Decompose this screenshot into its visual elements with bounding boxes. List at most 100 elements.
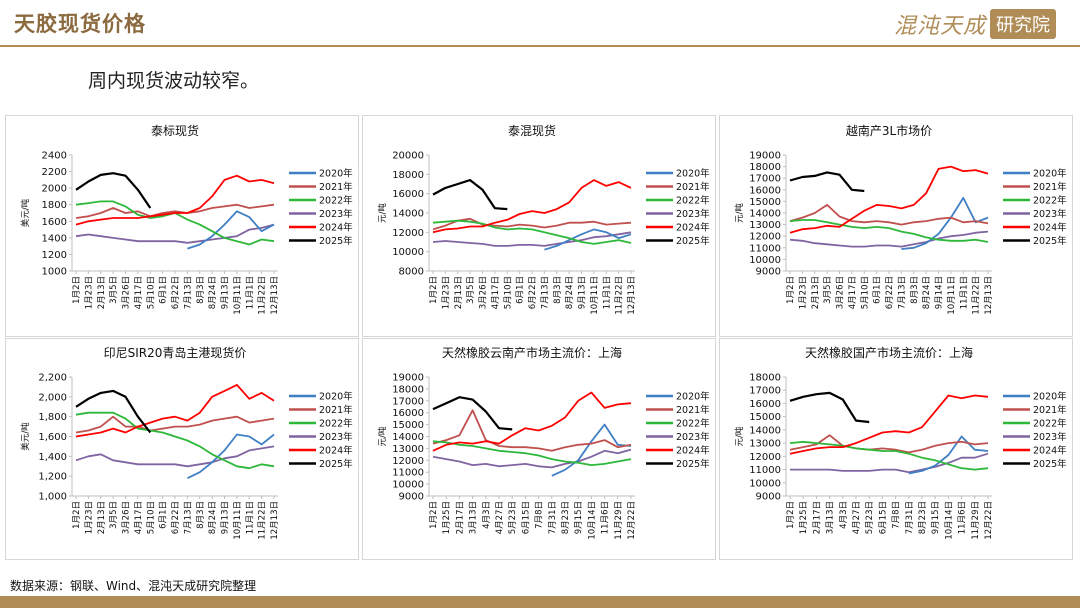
y-tick-label: 2000 — [42, 184, 67, 195]
x-tick-label: 7月31日 — [905, 501, 915, 534]
legend-label-2024: 2024年 — [676, 222, 710, 234]
x-tick-label: 4月3日 — [482, 501, 492, 529]
x-tick-label: 9月14日 — [935, 276, 945, 309]
y-tick-label: 15000 — [749, 412, 781, 423]
x-tick-label: 10月11日 — [233, 501, 243, 540]
footer-bar — [0, 596, 1080, 608]
legend-label-2025: 2025年 — [319, 235, 353, 247]
legend-label-2021: 2021年 — [1033, 404, 1067, 416]
series-line-2020 — [544, 228, 632, 251]
chart-panel-2: 泰混现货 元/吨 8000 10000 12000 14000 16000 18000 2000… — [362, 115, 716, 337]
y-tick-label: 10000 — [392, 247, 424, 258]
title-divider — [0, 45, 1080, 47]
legend-label-2020: 2020年 — [676, 391, 710, 403]
x-tick-label: 8月24日 — [208, 501, 218, 534]
x-tick-label: 6月1日 — [873, 276, 883, 304]
y-tick-label: 12000 — [749, 232, 781, 243]
x-tick-label: 11月1日 — [959, 276, 969, 309]
chart-svg-6: 天然橡胶国产市场主流价：上海元/吨 9000 10000 11000 12000 1300… — [734, 345, 1067, 540]
logo-script-text: 混沌天成 — [893, 14, 986, 39]
series-line-2025 — [789, 391, 870, 424]
x-tick-label: 6月22日 — [171, 276, 181, 309]
y-tick-label: 20000 — [392, 151, 424, 162]
x-tick-label: 11月29日 — [614, 501, 624, 540]
series-line-2024 — [432, 179, 632, 234]
legend-label-2022: 2022年 — [319, 195, 353, 207]
x-tick-label: 1月2日 — [786, 276, 796, 304]
y-tick-label: 12000 — [749, 452, 781, 463]
series-line-2023 — [432, 231, 632, 247]
series-line-2025 — [432, 396, 513, 431]
series-line-2022 — [432, 440, 632, 466]
y-tick-label: 16000 — [749, 185, 781, 196]
x-tick-label: 1月2日 — [429, 276, 439, 304]
series-line-2025 — [789, 171, 865, 193]
y-tick-label: 16000 — [749, 399, 781, 410]
x-tick-label: 2月17日 — [455, 501, 465, 534]
chart-title: 泰混现货 — [508, 123, 556, 138]
legend-label-2023: 2023年 — [319, 431, 353, 443]
x-tick-label: 6月1日 — [159, 501, 169, 529]
y-tick-label: 18000 — [749, 162, 781, 173]
series-line-2022 — [432, 219, 632, 245]
x-tick-label: 7月8日 — [535, 501, 545, 529]
x-tick-label: 1月2日 — [429, 501, 439, 529]
x-tick-label: 3月5日 — [823, 276, 833, 304]
x-tick-label: 1月23日 — [84, 276, 94, 309]
legend-label-2021: 2021年 — [1033, 181, 1067, 193]
legend-label-2020: 2020年 — [676, 168, 710, 180]
y-axis-label: 元/吨 — [734, 426, 745, 446]
y-tick-label: 11000 — [749, 243, 781, 254]
series-line-2023 — [790, 452, 989, 474]
chart-svg-5: 天然橡胶云南产市场主流价：上海元/吨 9000100001100012000130… — [377, 345, 710, 540]
y-axis-label: 美元/吨 — [20, 422, 31, 451]
x-tick-label: 10月11日 — [590, 276, 600, 315]
x-tick-label: 3月5日 — [466, 276, 476, 304]
y-tick-label: 13000 — [392, 444, 424, 455]
y-tick-label: 14000 — [749, 425, 781, 436]
logo-box-text: 研究院 — [990, 9, 1056, 39]
legend-label-2022: 2022年 — [319, 418, 353, 430]
x-tick-label: 7月13日 — [183, 276, 193, 309]
series-line-2024 — [432, 391, 632, 452]
y-tick-label: 1000 — [42, 267, 67, 278]
x-tick-label: 7月31日 — [548, 501, 558, 534]
series-line-2024 — [75, 174, 275, 226]
chart-title: 越南产3L市场价 — [846, 123, 932, 138]
legend-label-2022: 2022年 — [1033, 195, 1067, 207]
legend-label-2022: 2022年 — [676, 418, 710, 430]
y-tick-label: 10000 — [392, 480, 424, 491]
x-tick-label: 3月5日 — [109, 276, 119, 304]
x-tick-label: 5月23日 — [865, 501, 875, 534]
legend-label-2024: 2024年 — [319, 445, 353, 457]
x-tick-label: 12月13日 — [984, 276, 994, 315]
x-tick-label: 5月10日 — [503, 276, 513, 309]
legend-label-2023: 2023年 — [319, 208, 353, 220]
series-line-2020 — [901, 197, 989, 250]
x-tick-label: 3月26日 — [122, 276, 132, 309]
chart-title: 泰标现货 — [151, 123, 199, 138]
x-tick-label: 6月15日 — [878, 501, 888, 534]
y-tick-label: 12000 — [392, 456, 424, 467]
y-tick-label: 19000 — [392, 373, 424, 384]
series-line-2021 — [789, 204, 989, 226]
legend-label-2020: 2020年 — [1033, 168, 1067, 180]
chart-panel-4: 印尼SIR20青岛主港现货价 美元/吨 1,000 1,200 1,400 1,600 1,… — [5, 338, 359, 560]
x-tick-label: 7月8日 — [892, 501, 902, 529]
x-tick-label: 3月13日 — [469, 501, 479, 534]
y-tick-label: 16000 — [392, 408, 424, 419]
legend-label-2025: 2025年 — [676, 235, 710, 247]
x-tick-label: 1月2日 — [72, 276, 82, 304]
chart-panel-3: 越南产3L市场价 元/吨 9000 10000 11000 12000 13000 14000… — [719, 115, 1073, 337]
x-tick-label: 8月23日 — [918, 501, 928, 534]
x-tick-label: 12月13日 — [270, 276, 280, 315]
y-tick-label: 17000 — [749, 386, 781, 397]
y-tick-label: 1400 — [42, 233, 67, 244]
legend-label-2024: 2024年 — [1033, 445, 1067, 457]
x-tick-label: 1月23日 — [441, 276, 451, 309]
series-line-2023 — [75, 223, 275, 244]
series-line-2021 — [75, 203, 275, 219]
